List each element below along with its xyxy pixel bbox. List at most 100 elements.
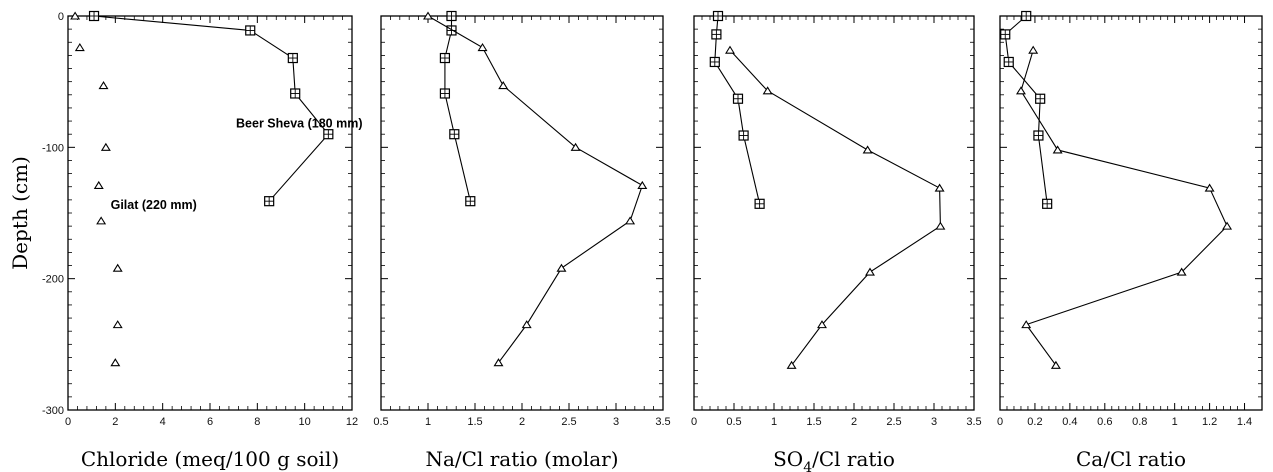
data-point-triangle <box>521 320 532 329</box>
x-axis-title: SO4/Cl ratio <box>773 447 895 472</box>
data-point-square <box>1000 29 1011 40</box>
data-point-triangle <box>570 142 581 151</box>
x-axis-title: Chloride (meq/100 g soil) <box>81 447 339 471</box>
data-point-square <box>1042 198 1053 209</box>
data-point-triangle <box>477 42 488 52</box>
x-tick-label: 0 <box>997 416 1003 428</box>
y-tick-label: -100 <box>42 142 64 154</box>
data-point-triangle <box>70 11 81 20</box>
data-point-square <box>1035 93 1046 104</box>
data-point-triangle <box>1015 86 1026 95</box>
x-tick-label: 0.5 <box>373 416 388 428</box>
x-tick-label: 0 <box>65 416 71 428</box>
annotation-gilat: Gilat (220 mm) <box>111 198 197 212</box>
x-tick-label: 2.5 <box>886 416 901 428</box>
data-point-square <box>1033 130 1044 141</box>
x-tick-label: 12 <box>346 416 358 428</box>
chart-panel-3: 0 0.5 1 1.5 2 2.5 3 3.5 SO4/Cl ratio <box>691 10 982 472</box>
series-line <box>729 49 941 366</box>
x-tick-label: 2 <box>851 416 857 428</box>
data-point-square <box>732 93 744 104</box>
data-point-square <box>709 56 720 68</box>
x-axis-title-rest: /Cl ratio <box>812 447 895 471</box>
x-tick-label: 2 <box>519 416 525 428</box>
plot-frame <box>693 15 975 411</box>
data-point-triangle <box>110 358 121 367</box>
x-tick-label: 1.4 <box>1237 416 1252 428</box>
data-point-triangle <box>725 45 735 54</box>
series-line <box>1004 15 1048 204</box>
y-tick-label: -200 <box>42 274 64 286</box>
data-point-square <box>264 196 275 207</box>
data-point-square <box>1003 56 1014 68</box>
series-gilat <box>70 11 123 367</box>
data-point-square <box>449 129 460 140</box>
x-tick-label: 10 <box>299 416 311 428</box>
plot-frame <box>380 15 664 411</box>
data-point-square <box>1021 10 1032 22</box>
x-tick-label: 0.6 <box>1097 416 1112 428</box>
x-tick-label: 0.2 <box>1027 416 1042 428</box>
series-beer-sheva <box>709 10 765 209</box>
data-point-triangle <box>1052 145 1063 154</box>
data-point-triangle <box>1021 320 1032 329</box>
x-axis-title: Ca/Cl ratio <box>1076 447 1186 471</box>
data-point-triangle <box>862 145 873 154</box>
series-line <box>1020 49 1228 366</box>
y-tick-label: 0 <box>58 11 64 23</box>
x-tick-label: 1 <box>425 416 431 428</box>
data-point-triangle <box>762 86 773 95</box>
data-point-triangle <box>498 81 509 90</box>
x-tick-label: 1.5 <box>806 416 821 428</box>
annotation-beer-sheva: Beer Sheva (180 mm) <box>236 117 362 131</box>
x-tick-label: 8 <box>254 416 260 428</box>
series-beer-sheva <box>1000 10 1053 209</box>
data-point-triangle <box>637 180 648 189</box>
x-tick-label: 3 <box>613 416 619 428</box>
x-axis-title-main: SO <box>773 447 803 471</box>
x-tick-label: 6 <box>207 416 213 428</box>
chart-panel-2: 0.5 1 1.5 2 2.5 3 3.5 Na/Cl ratio (molar) <box>373 10 671 471</box>
x-tick-label: 1 <box>771 416 777 428</box>
x-tick-label: 3 <box>931 416 937 428</box>
x-tick-label: 2 <box>112 416 118 428</box>
data-point-triangle <box>934 183 945 192</box>
series-line <box>93 15 330 202</box>
series-gilat <box>1015 45 1233 369</box>
x-tick-label: 1.5 <box>467 416 482 428</box>
data-point-triangle <box>1050 360 1061 369</box>
data-point-square <box>738 130 749 141</box>
x-axis-title-subscript: 4 <box>803 460 812 472</box>
data-point-triangle <box>493 358 504 367</box>
data-point-triangle <box>423 11 433 20</box>
x-tick-label: 3.5 <box>966 416 981 428</box>
x-tick-label: 0.4 <box>1062 416 1077 428</box>
series-line <box>427 15 643 364</box>
data-point-triangle <box>865 267 875 276</box>
data-point-triangle <box>786 360 797 369</box>
data-point-square <box>290 88 301 99</box>
data-point-triangle <box>93 180 104 189</box>
data-point-triangle <box>1222 221 1233 230</box>
x-tick-label: 2.5 <box>561 416 576 428</box>
x-tick-label: 1 <box>1172 416 1178 428</box>
y-tick-label: -300 <box>42 405 64 417</box>
data-point-triangle <box>96 216 107 225</box>
x-tick-label: 4 <box>160 416 166 428</box>
data-point-square <box>446 25 457 36</box>
data-point-triangle <box>1176 267 1187 276</box>
data-point-square <box>439 88 451 99</box>
data-point-square <box>465 196 476 207</box>
data-point-square <box>439 52 451 64</box>
chart-panel-4: 0 0.2 0.4 0.6 0.8 1 1.2 1.4 Ca/Cl ratio <box>997 10 1263 471</box>
data-point-triangle <box>100 142 111 151</box>
data-point-square <box>323 129 334 140</box>
data-point-triangle <box>112 320 123 329</box>
data-point-triangle <box>112 263 123 272</box>
series-gilat <box>423 11 648 367</box>
x-tick-label: 1.2 <box>1202 416 1217 428</box>
data-point-triangle <box>1204 183 1215 192</box>
series-beer-sheva <box>439 10 476 207</box>
data-point-square <box>711 29 722 40</box>
